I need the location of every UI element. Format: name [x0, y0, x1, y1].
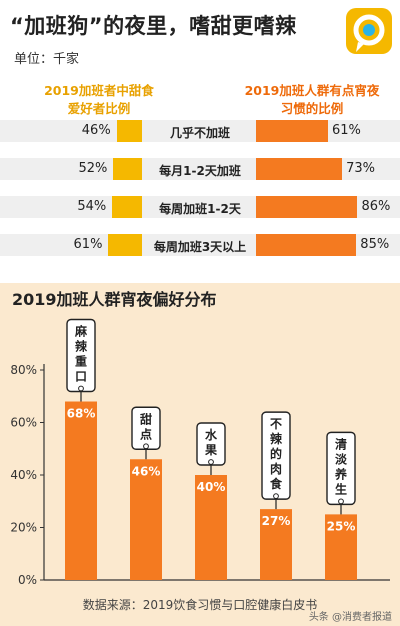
right-bar [256, 120, 328, 142]
y-tick-label: 20% [10, 521, 37, 535]
page-title: “加班狗”的夜里，嗜甜更嗜辣 [10, 14, 297, 38]
bar [325, 514, 357, 580]
y-tick-label: 60% [10, 416, 37, 430]
category-label-char: 养 [334, 466, 347, 481]
sign-knob [338, 498, 344, 505]
left-bar [108, 234, 142, 256]
bar [130, 459, 162, 580]
watermark: 头条 @消费者报道 [308, 612, 392, 623]
left-bar [112, 196, 142, 218]
category-sign [196, 422, 226, 466]
left-bar [113, 158, 142, 180]
row-category: 每周加班3天以上 [153, 240, 247, 254]
left-bar [116, 120, 142, 142]
category-label-char: 果 [204, 443, 217, 457]
left-value: 46% [81, 123, 111, 138]
unit-label: 单位：千家 [14, 52, 80, 67]
bar-value-label: 68% [67, 407, 96, 421]
right-value: 86% [361, 199, 391, 214]
left-column-heading: 2019加班者中甜食 爱好者比例 [44, 83, 154, 116]
bar-value-label: 25% [327, 519, 356, 533]
category-label-char: 重 [75, 354, 87, 369]
source-note: 数据来源：2019饮食习惯与口腔健康白皮书 [82, 598, 318, 612]
bar [195, 475, 227, 580]
y-tick-label: 80% [10, 363, 37, 377]
category-label-char: 辣 [75, 339, 88, 354]
bar-chart: 0%20%40%60%80%68%麻辣重口46%甜点40%水果27%不辣的肉食2… [10, 318, 390, 587]
category-label-char: 肉 [270, 461, 282, 476]
sign-knob [78, 385, 84, 392]
category-label-char: 的 [270, 446, 282, 461]
left-value: 61% [73, 237, 103, 252]
right-bar [256, 196, 358, 218]
category-label-char: 水 [205, 427, 218, 442]
brand-logo-icon [346, 8, 392, 54]
row-category: 每月1-2天加班 [159, 164, 241, 178]
category-label-char: 食 [269, 476, 283, 491]
bar-value-label: 46% [132, 464, 161, 478]
right-bar [256, 158, 343, 180]
right-value: 61% [331, 123, 361, 138]
category-label-char: 甜 [140, 411, 152, 426]
right-value: 73% [346, 161, 376, 176]
left-value: 52% [78, 161, 108, 176]
category-label-char: 不 [270, 417, 282, 431]
category-label-char: 清 [335, 436, 347, 451]
category-label-char: 生 [335, 481, 347, 496]
section-title: 2019加班人群宵夜偏好分布 [12, 290, 217, 309]
category-sign [66, 318, 96, 393]
right-bar [256, 234, 357, 256]
left-value: 54% [77, 199, 107, 214]
category-label-char: 麻 [74, 324, 88, 339]
right-value: 85% [360, 237, 390, 252]
right-column-heading: 2019加班人群有点宵夜 习惯的比例 [244, 83, 380, 116]
bar-value-label: 27% [262, 514, 291, 528]
y-tick-label: 40% [10, 468, 37, 482]
category-label-char: 点 [140, 426, 152, 441]
category-label-char: 辣 [270, 431, 283, 446]
category-sign [131, 406, 161, 450]
row-category: 每周加班1-2天 [159, 202, 241, 216]
bar [260, 509, 292, 580]
y-tick-label: 0% [18, 573, 37, 587]
bar [65, 401, 97, 580]
sign-knob [273, 493, 279, 500]
sign-knob [208, 459, 214, 465]
bar-value-label: 40% [197, 480, 226, 494]
sign-knob [143, 443, 149, 450]
category-label-char: 淡 [335, 452, 348, 466]
category-sign [261, 411, 291, 500]
category-label-char: 口 [75, 370, 87, 384]
row-category: 几乎不加班 [169, 126, 230, 140]
category-sign [326, 431, 356, 506]
